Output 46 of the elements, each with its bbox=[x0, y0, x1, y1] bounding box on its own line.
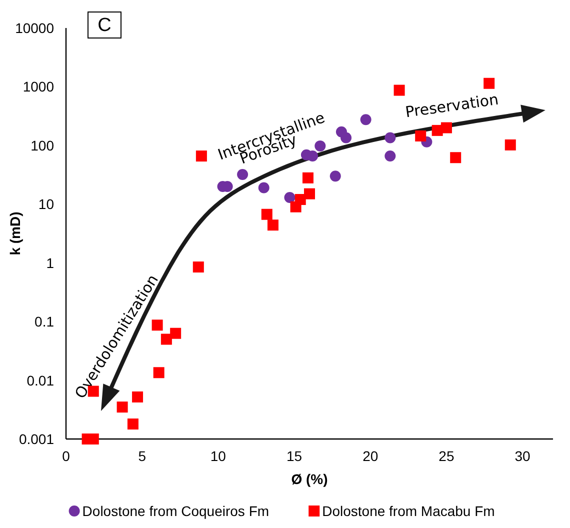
point bbox=[484, 78, 495, 89]
x-tick-label: 20 bbox=[362, 448, 378, 464]
point bbox=[302, 172, 314, 184]
point bbox=[284, 192, 296, 203]
x-tick-label: 30 bbox=[514, 448, 531, 464]
point bbox=[415, 130, 426, 142]
x-tick-label: 25 bbox=[438, 448, 454, 464]
point bbox=[340, 132, 352, 144]
point bbox=[261, 208, 272, 220]
point bbox=[267, 220, 278, 231]
y-tick-label: 10000 bbox=[15, 20, 54, 36]
point bbox=[290, 201, 302, 212]
chart-title: C bbox=[98, 15, 112, 36]
y-tick-label: 100 bbox=[30, 137, 54, 154]
point bbox=[116, 402, 128, 413]
y-tick-label: 1000 bbox=[22, 78, 54, 95]
point bbox=[160, 334, 172, 345]
point bbox=[394, 84, 405, 96]
y-tick-label: 0.1 bbox=[34, 314, 54, 330]
point bbox=[237, 168, 248, 180]
y-axis-title: k (mD) bbox=[7, 212, 23, 256]
y-tick-label: 0.01 bbox=[26, 372, 54, 388]
point bbox=[304, 188, 315, 200]
point bbox=[258, 182, 270, 194]
x-axis-title: Ø (%) bbox=[291, 471, 328, 487]
point bbox=[196, 150, 207, 162]
point bbox=[440, 122, 452, 134]
point bbox=[384, 150, 396, 162]
y-tick-label: 1 bbox=[46, 254, 54, 271]
x-tick-label: 10 bbox=[210, 448, 226, 464]
x-tick-label: 5 bbox=[138, 448, 146, 464]
legend-label: Dolostone from Macabu Fm bbox=[322, 503, 495, 519]
x-tick-label: 15 bbox=[286, 448, 302, 464]
y-tick-label: 0.001 bbox=[18, 431, 54, 447]
y-tick-label: 10 bbox=[38, 196, 54, 212]
annotation: Preservation bbox=[404, 90, 500, 122]
point bbox=[127, 418, 138, 430]
point bbox=[192, 262, 204, 272]
point bbox=[504, 139, 516, 150]
x-tick-label: 0 bbox=[62, 448, 70, 464]
point bbox=[330, 170, 341, 182]
point bbox=[384, 132, 396, 144]
point bbox=[170, 328, 182, 339]
point bbox=[450, 152, 462, 164]
legend-label: Dolostone from Coqueiros Fm bbox=[82, 503, 270, 519]
point bbox=[360, 114, 372, 126]
